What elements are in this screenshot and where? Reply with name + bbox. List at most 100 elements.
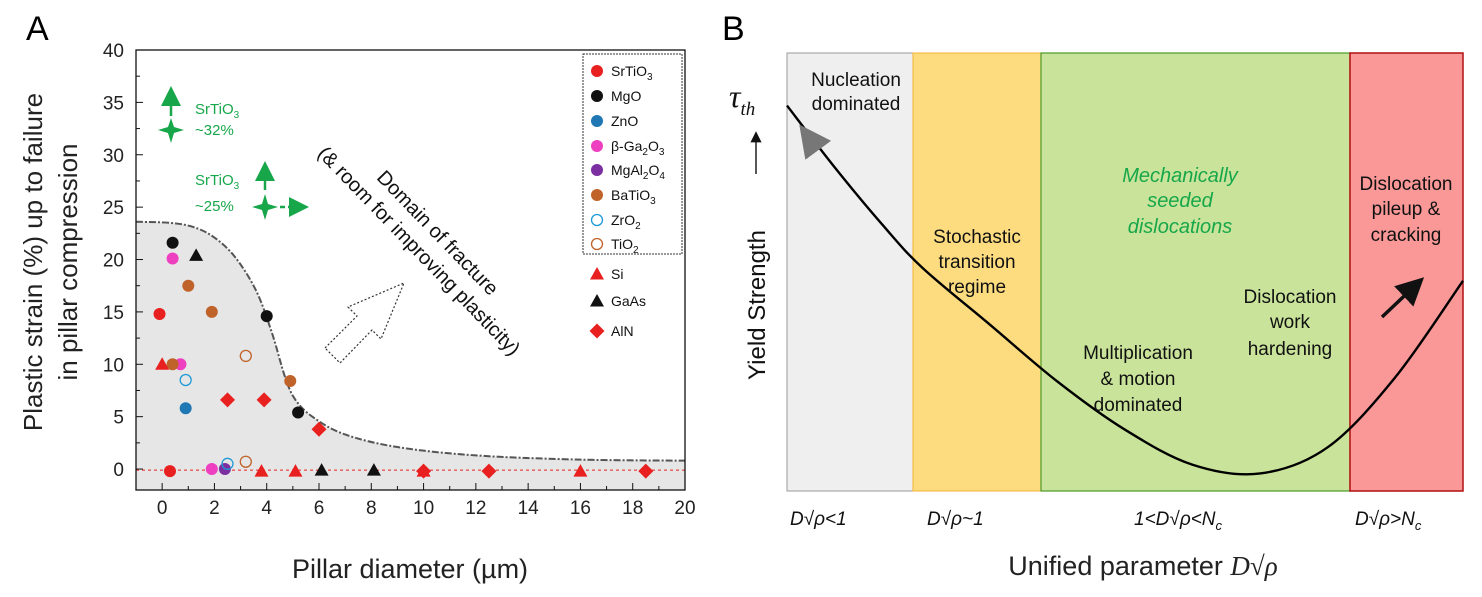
point-mgo (260, 310, 273, 323)
srtio3-32-name: SrTiO3 (195, 101, 240, 121)
black-arrow-icon (1380, 277, 1425, 319)
point-batio3 (205, 305, 218, 318)
plot-area-frame (135, 49, 686, 491)
condition-multiplication: 1<D√ρ<Nc (1134, 509, 1223, 533)
x-tick-label: 10 (413, 498, 434, 519)
y-tick-label: 0 (113, 460, 124, 481)
x-axis-ticks: 0 2 4 6 8 10 12 14 16 18 20 (135, 483, 696, 519)
legend-marker (590, 213, 604, 227)
legend-label: SrTiO3 (611, 63, 653, 83)
point-si (155, 357, 170, 370)
point-tio2 (239, 349, 252, 363)
point-si (573, 464, 588, 477)
seeded-text-3: dislocations (1128, 216, 1233, 238)
legend-marker (591, 115, 603, 127)
x-tick-label: 8 (366, 498, 377, 519)
seeded-text-1: Mechanically (1122, 165, 1239, 187)
sqrt-rho-symbol: √ρ (1250, 551, 1278, 581)
point-batio3 (284, 375, 297, 388)
region-stochastic (912, 52, 1042, 492)
x-tick-label: 2 (209, 498, 220, 519)
legend-box (582, 53, 683, 255)
sqrt-rho-symbol: √ρ (941, 509, 962, 530)
hardening-text-1: Dislocation (1244, 287, 1337, 308)
legend-marker (591, 65, 603, 77)
x-tick-label: 4 (261, 498, 272, 519)
point-si (288, 464, 303, 477)
srtio3-25-annotation: SrTiO3 ~25% (195, 161, 309, 220)
point-srtio3 (163, 465, 176, 478)
unified-parameter-label: Unified parameter D√ρ (1008, 551, 1277, 581)
legend-label: MgO (611, 88, 641, 104)
point-gaas (366, 463, 381, 476)
point-b-ga2o3 (166, 252, 179, 265)
y-tick-label: 35 (103, 93, 124, 114)
legend-label: GaAs (611, 293, 646, 309)
point-mgo (166, 236, 179, 249)
y-tick-label: 30 (103, 146, 124, 167)
legend-marker (590, 237, 604, 251)
hardening-text-2: work (1269, 312, 1311, 333)
pileup-text-2: pileup & (1372, 199, 1441, 220)
x-tick-label: 18 (622, 498, 643, 519)
legend-label: ZrO2 (611, 212, 641, 232)
point-gaas (189, 248, 204, 261)
legend: SrTiO3 MgO ZnO β-Ga2O3 MgAl2O4 BaTiO3 ZrO2 TiO2… (589, 63, 665, 339)
point-gaas (314, 463, 329, 476)
y-tick-label: 5 (113, 408, 124, 429)
legend-label: BaTiO3 (611, 187, 656, 207)
point-aln (481, 463, 497, 479)
hardening-text-3: hardening (1248, 339, 1333, 360)
y-tick-label: 10 (103, 355, 124, 376)
condition-pileup: D√ρ>Nc (1355, 509, 1422, 533)
point-batio3 (182, 279, 195, 292)
stochastic-text-1: Stochastic (933, 227, 1021, 248)
pileup-text-3: cracking (1371, 225, 1442, 246)
point-aln (220, 392, 235, 408)
stochastic-text-2: transition (938, 252, 1015, 273)
point-si (254, 464, 269, 477)
legend-marker (590, 294, 604, 307)
y-axis-label-line1: Plastic strain (%) up to failure (18, 93, 48, 431)
x-tick-label: 20 (674, 498, 695, 519)
multiplication-text-1: Multiplication (1083, 343, 1193, 364)
multiplication-text-3: dominated (1094, 395, 1183, 416)
point-aln (638, 463, 654, 479)
legend-label: β-Ga2O3 (611, 138, 665, 158)
data-points (153, 236, 654, 479)
condition-stochastic: D√ρ~1 (927, 509, 984, 530)
x-tick-label: 14 (518, 498, 540, 519)
point-zno (179, 402, 192, 415)
sqrt-rho-symbol: √ρ (1169, 509, 1190, 530)
srtio3-25-name: SrTiO3 (195, 172, 240, 192)
y-tick-label: 15 (103, 303, 124, 324)
star-icon (252, 194, 278, 220)
nucleation-text-1: Nucleation (811, 70, 901, 91)
multiplication-text-2: & motion (1101, 369, 1176, 390)
seeded-text-2: seeded (1147, 190, 1213, 212)
point-zro2 (221, 457, 234, 470)
y-axis-ticks: 0 5 10 15 20 25 30 35 40 (103, 41, 143, 481)
fracture-domain-arrow-icon (324, 281, 406, 364)
legend-marker (591, 189, 603, 201)
x-tick-label: 16 (570, 498, 591, 519)
legend-label: MgAl2O4 (611, 162, 665, 182)
point-aln (311, 421, 327, 437)
region-nucleation (786, 52, 914, 492)
y-tick-label: 25 (103, 198, 124, 219)
yield-strength-curve (786, 104, 1464, 476)
x-tick-label: 0 (157, 498, 168, 519)
point-zro2 (179, 373, 192, 387)
sqrt-rho-symbol: √ρ (1369, 509, 1390, 530)
nucleation-text-2: dominated (812, 94, 901, 115)
fracture-boundary-shade (136, 221, 685, 490)
srtio3-32-annotation: SrTiO3 ~32% (158, 86, 240, 143)
pileup-text-1: Dislocation (1360, 174, 1453, 195)
tau-th-symbol: τth (729, 78, 755, 120)
legend-label: ZnO (611, 113, 638, 129)
panel-b-label: B (722, 10, 745, 48)
x-axis-label: Pillar diameter (µm) (292, 554, 528, 584)
point-aln (256, 392, 272, 408)
yield-strength-label: Yield Strength (744, 230, 771, 380)
y-tick-label: 40 (103, 41, 124, 62)
